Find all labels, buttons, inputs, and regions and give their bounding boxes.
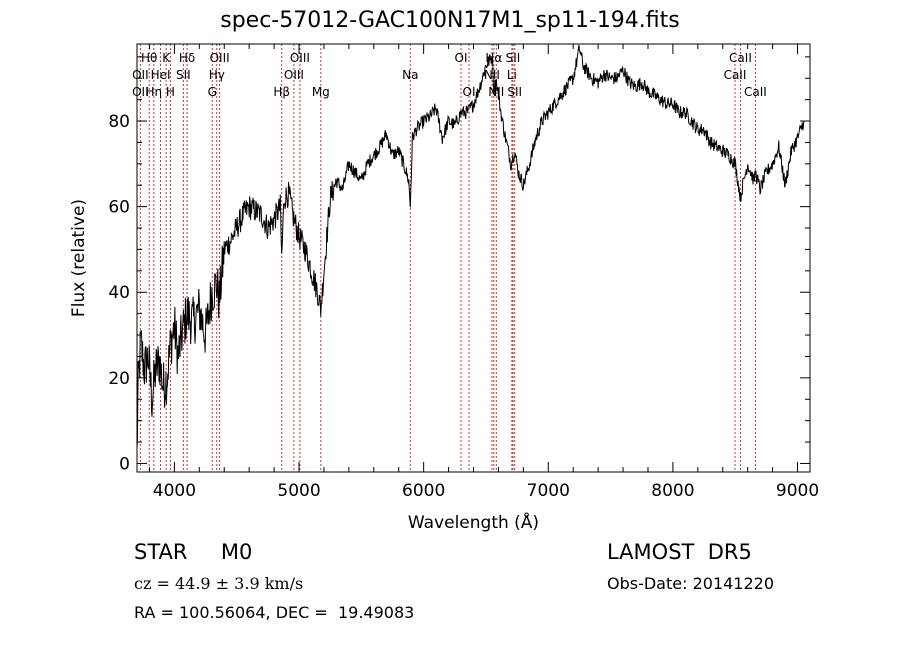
line-label: OI bbox=[455, 51, 468, 65]
x-tick-label: 4000 bbox=[153, 481, 196, 501]
survey-name: LAMOST DR5 bbox=[607, 540, 752, 564]
x-tick-label: 8000 bbox=[651, 481, 694, 501]
y-tick-label: 60 bbox=[108, 198, 130, 218]
y-tick-label: 20 bbox=[108, 369, 130, 389]
line-label: OI bbox=[463, 85, 476, 99]
x-axis-label: Wavelength (Å) bbox=[408, 511, 539, 533]
redshift-cz: cz = 44.9 ± 3.9 km/s bbox=[134, 574, 304, 593]
x-tick-label: 7000 bbox=[527, 481, 570, 501]
chart-title: spec-57012-GAC100N17M1_sp11-194.fits bbox=[220, 8, 680, 33]
y-tick-label: 0 bbox=[119, 454, 130, 474]
line-label: NII bbox=[484, 68, 500, 82]
line-label: Hβ bbox=[273, 85, 290, 99]
line-label: G bbox=[208, 85, 217, 99]
axis-ticks: 4000 5000 6000 7000 8000 9000 0 20 40 60 80 bbox=[108, 44, 819, 501]
line-label: SII bbox=[506, 51, 521, 65]
y-tick-label: 40 bbox=[108, 283, 130, 303]
x-tick-label: 5000 bbox=[277, 481, 320, 501]
line-label: Hα bbox=[485, 51, 502, 65]
line-label: CaII bbox=[729, 51, 752, 65]
line-label: Li bbox=[507, 68, 517, 82]
line-label: H bbox=[166, 85, 175, 99]
spectrum-line bbox=[136, 45, 805, 447]
line-label: OIII bbox=[284, 68, 304, 82]
line-label: OII bbox=[132, 85, 149, 99]
line-label: Hδ bbox=[179, 51, 195, 65]
line-label: CaII bbox=[724, 68, 747, 82]
line-label: SII bbox=[176, 68, 191, 82]
object-class: STAR M0 bbox=[134, 540, 253, 564]
ra-dec: RA = 100.56064, DEC = 19.49083 bbox=[134, 603, 415, 622]
series-layer bbox=[136, 45, 805, 447]
line-label: Hθ bbox=[141, 51, 157, 65]
line-label: Hγ bbox=[209, 68, 225, 82]
line-label: Na bbox=[402, 68, 418, 82]
line-label: OII bbox=[132, 68, 149, 82]
line-label: HeI bbox=[151, 68, 171, 82]
line-label: OIII bbox=[210, 51, 230, 65]
obs-date: Obs-Date: 20141220 bbox=[607, 574, 775, 593]
x-tick-label: 6000 bbox=[402, 481, 445, 501]
line-label: K bbox=[162, 51, 171, 65]
line-label: SII bbox=[507, 85, 522, 99]
line-label: OIII bbox=[290, 51, 310, 65]
y-tick-label: 80 bbox=[108, 112, 130, 132]
line-markers bbox=[139, 44, 756, 472]
x-tick-label: 9000 bbox=[776, 481, 819, 501]
line-label: Hη bbox=[146, 85, 163, 99]
line-label: CaII bbox=[744, 85, 767, 99]
y-axis-label: Flux (relative) bbox=[69, 199, 89, 317]
line-label: Mg bbox=[312, 85, 330, 99]
line-label: NII bbox=[488, 85, 504, 99]
